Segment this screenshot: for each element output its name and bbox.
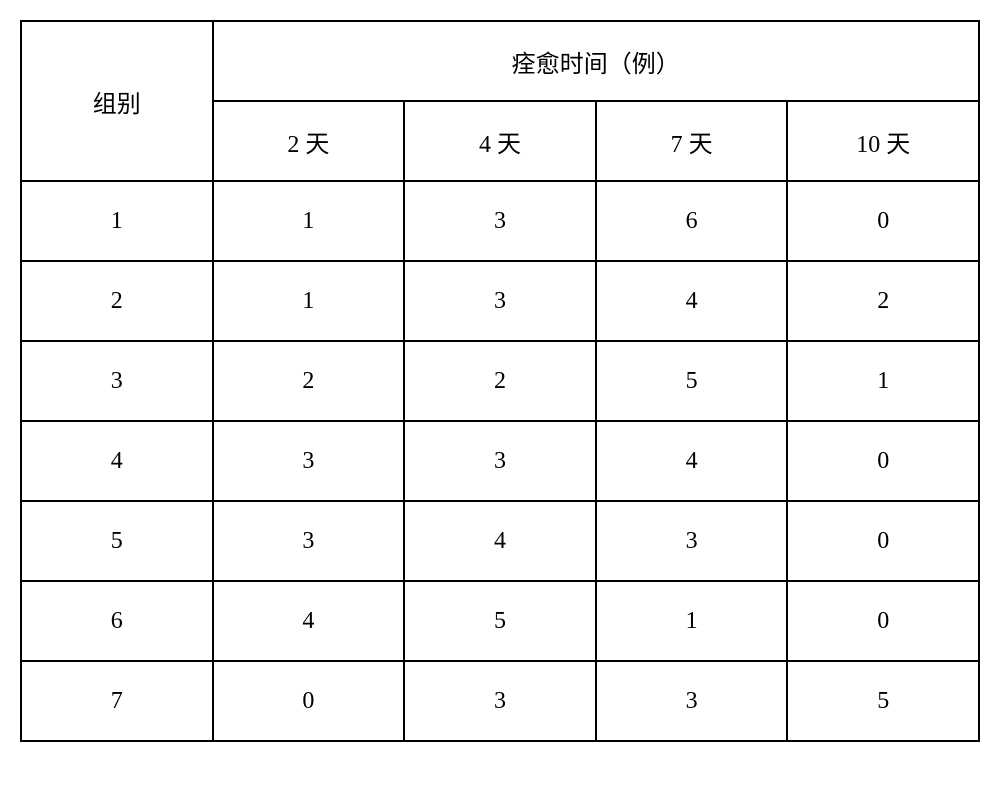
value-cell: 6 (596, 181, 788, 261)
value-cell: 4 (596, 421, 788, 501)
table-row: 7 0 3 3 5 (21, 661, 979, 741)
group-cell: 3 (21, 341, 213, 421)
group-cell: 1 (21, 181, 213, 261)
value-cell: 1 (596, 581, 788, 661)
header-main-label: 痊愈时间（例） (213, 21, 979, 101)
value-cell: 1 (213, 181, 405, 261)
table-row: 5 3 4 3 0 (21, 501, 979, 581)
header-group-label: 组别 (21, 21, 213, 181)
value-cell: 0 (213, 661, 405, 741)
value-cell: 3 (404, 661, 596, 741)
value-cell: 4 (404, 501, 596, 581)
value-cell: 2 (213, 341, 405, 421)
value-cell: 3 (404, 261, 596, 341)
value-cell: 5 (596, 341, 788, 421)
value-cell: 0 (787, 581, 979, 661)
value-cell: 2 (787, 261, 979, 341)
table-row: 6 4 5 1 0 (21, 581, 979, 661)
value-cell: 3 (213, 501, 405, 581)
table-row: 1 1 3 6 0 (21, 181, 979, 261)
group-cell: 5 (21, 501, 213, 581)
value-cell: 4 (596, 261, 788, 341)
table-row: 3 2 2 5 1 (21, 341, 979, 421)
group-cell: 6 (21, 581, 213, 661)
value-cell: 3 (213, 421, 405, 501)
table-body: 1 1 3 6 0 2 1 3 4 2 3 2 2 5 1 4 3 3 4 0 (21, 181, 979, 741)
table-header: 组别 痊愈时间（例） 2 天 4 天 7 天 10 天 (21, 21, 979, 181)
value-cell: 3 (404, 421, 596, 501)
header-row-1: 组别 痊愈时间（例） (21, 21, 979, 101)
group-cell: 7 (21, 661, 213, 741)
value-cell: 5 (404, 581, 596, 661)
value-cell: 0 (787, 421, 979, 501)
value-cell: 3 (596, 661, 788, 741)
table-row: 2 1 3 4 2 (21, 261, 979, 341)
recovery-time-table: 组别 痊愈时间（例） 2 天 4 天 7 天 10 天 1 1 3 6 0 2 … (20, 20, 980, 742)
value-cell: 3 (404, 181, 596, 261)
value-cell: 4 (213, 581, 405, 661)
header-sub-4days: 4 天 (404, 101, 596, 181)
value-cell: 1 (787, 341, 979, 421)
group-cell: 2 (21, 261, 213, 341)
value-cell: 0 (787, 501, 979, 581)
header-sub-10days: 10 天 (787, 101, 979, 181)
table-row: 4 3 3 4 0 (21, 421, 979, 501)
value-cell: 1 (213, 261, 405, 341)
header-sub-7days: 7 天 (596, 101, 788, 181)
value-cell: 2 (404, 341, 596, 421)
group-cell: 4 (21, 421, 213, 501)
value-cell: 0 (787, 181, 979, 261)
header-sub-2days: 2 天 (213, 101, 405, 181)
value-cell: 5 (787, 661, 979, 741)
value-cell: 3 (596, 501, 788, 581)
